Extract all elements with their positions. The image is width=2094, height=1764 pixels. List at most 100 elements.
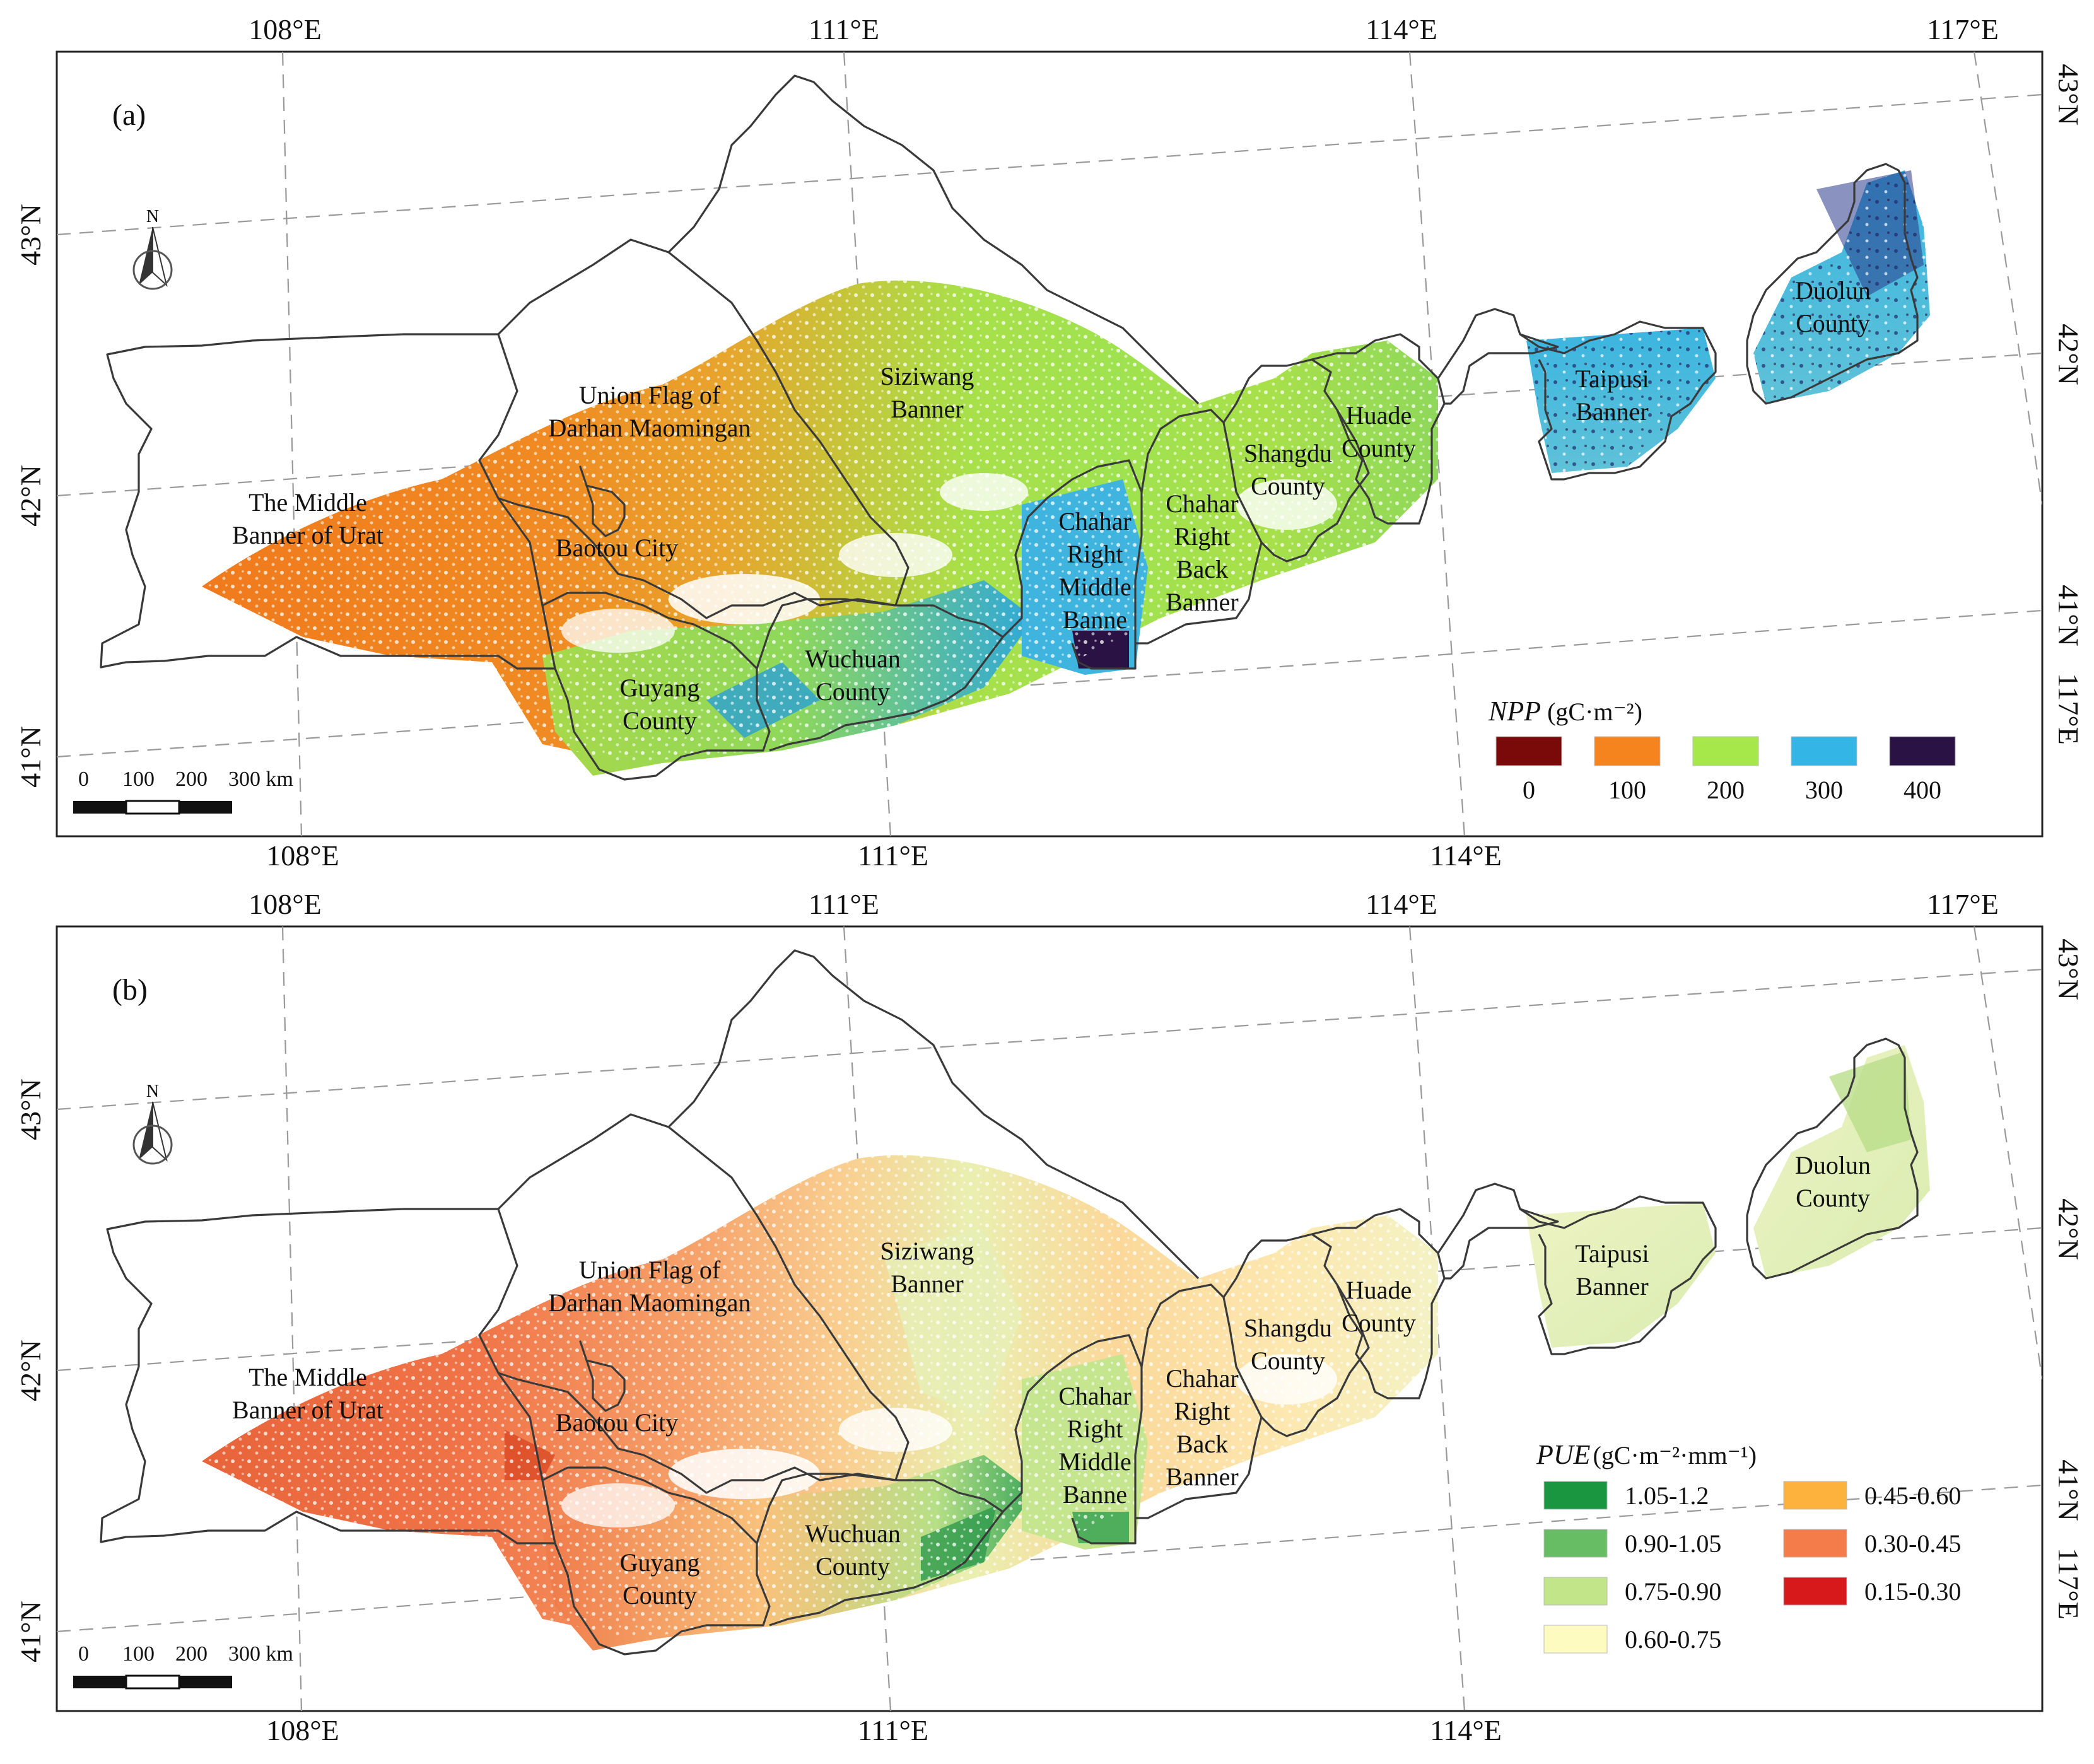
- region-label-chahar-back-1: Chahar: [1166, 1364, 1239, 1393]
- legend-label: 0.15-0.30: [1864, 1577, 1961, 1606]
- region-label-siziwang-1: Siziwang: [880, 362, 974, 390]
- region-label-taipusi-2: Banner: [1576, 1272, 1649, 1300]
- pue-legend: PUE (gC·m⁻²·mm⁻¹) 1.05-1.2 0.90-1.05 0.75-0…: [1536, 1439, 1961, 1654]
- region-label-urat-2: Banner of Urat: [232, 521, 383, 549]
- north-label: N: [146, 1082, 159, 1101]
- lon-label-top: 108°E: [249, 13, 322, 45]
- region-label-guyang-2: County: [623, 1581, 697, 1609]
- lat-label-right: 43°N: [2052, 64, 2085, 126]
- legend-label: 1.05-1.2: [1625, 1481, 1709, 1510]
- lon-label-right: 117°E: [2052, 1548, 2085, 1620]
- legend-swatch: [1783, 1577, 1847, 1606]
- lon-label-top: 114°E: [1366, 888, 1437, 920]
- region-label-siziwang-1: Siziwang: [880, 1237, 974, 1265]
- region-label-wuchuan-2: County: [816, 677, 890, 706]
- lon-label-top: 114°E: [1366, 13, 1437, 45]
- region-label-chahar-mid-1: Chahar: [1058, 1382, 1132, 1410]
- region-label-wuchuan-2: County: [816, 1552, 890, 1580]
- legend-unit: (gC·m⁻²): [1547, 698, 1642, 726]
- region-label-taipusi-2: Banner: [1576, 397, 1649, 426]
- legend-label: 0.45-0.60: [1864, 1481, 1961, 1510]
- region-label-guyang-1: Guyang: [620, 674, 700, 702]
- region-label-chahar-back-3: Back: [1176, 555, 1228, 583]
- north-arrow-icon: N: [132, 207, 173, 290]
- lat-label-right: 42°N: [2052, 1198, 2085, 1260]
- legend-label: 0: [1523, 776, 1535, 804]
- lat-label-right: 42°N: [2052, 324, 2085, 385]
- region-label-shangdu-1: Shangdu: [1244, 439, 1332, 467]
- legend-swatch: [1791, 736, 1857, 766]
- lon-label-top: 117°E: [1927, 888, 1999, 920]
- region-labels: The Middle Banner of Urat Union Flag of Da…: [232, 1151, 1871, 1609]
- region-label-huade-1: Huade: [1346, 1276, 1412, 1304]
- region-label-chahar-mid-3: Middle: [1058, 573, 1132, 601]
- region-label-duolun-1: Duolun: [1795, 1151, 1871, 1179]
- lat-label-right: 41°N: [2052, 1459, 2085, 1521]
- lat-label-right: 43°N: [2052, 938, 2085, 1000]
- legend-swatch: [1543, 1529, 1608, 1558]
- region-label-chahar-mid-3: Middle: [1058, 1447, 1132, 1476]
- legend-label: 0.60-0.75: [1625, 1625, 1721, 1654]
- scale-label-0: 0: [78, 768, 89, 791]
- north-arrow-icon: N: [132, 1082, 173, 1165]
- pue-raster: [202, 1045, 1930, 1650]
- legend-swatch: [1543, 1625, 1608, 1654]
- panel-label: (b): [112, 973, 148, 1007]
- scale-label-0: 0: [78, 1642, 89, 1666]
- region-label-wuchuan-1: Wuchuan: [805, 645, 901, 673]
- lon-label-bottom: 114°E: [1430, 1714, 1502, 1746]
- region-label-guyang-2: County: [623, 706, 697, 735]
- scale-label-300: 300 km: [228, 768, 293, 791]
- npp-raster: [202, 170, 1930, 776]
- scale-bar: 0 100 200 300 km: [73, 1642, 293, 1690]
- npp-legend: NPP (gC·m⁻²) 0 100 200 300 400: [1488, 696, 1956, 804]
- region-label-shangdu-2: County: [1251, 472, 1325, 500]
- region-label-chahar-back-3: Back: [1176, 1430, 1228, 1458]
- region-label-siziwang-2: Banner: [891, 395, 964, 423]
- region-label-darhan-1: Union Flag of: [579, 1256, 721, 1284]
- region-label-huade-2: County: [1342, 434, 1416, 462]
- svg-text:NPP(gC·m⁻²): NPP (gC·m⁻²): [1488, 696, 1642, 727]
- lat-label-left: 41°N: [15, 1601, 47, 1662]
- region-label-chahar-mid-1: Chahar: [1058, 507, 1132, 535]
- legend-swatch: [1594, 736, 1661, 766]
- svg-text:PUE(gC·m⁻²·mm⁻¹): PUE (gC·m⁻²·mm⁻¹): [1536, 1439, 1757, 1470]
- administrative-boundaries: [100, 949, 1919, 1656]
- region-label-chahar-back-4: Banner: [1166, 1463, 1239, 1491]
- legend-swatch: [1543, 1577, 1608, 1606]
- scale-label-200: 200: [175, 1642, 208, 1666]
- region-label-darhan-1: Union Flag of: [579, 381, 721, 409]
- region-label-urat-1: The Middle: [249, 1363, 367, 1391]
- legend-swatch: [1692, 736, 1759, 766]
- legend-swatch: [1889, 736, 1956, 766]
- region-label-duolun-2: County: [1796, 1184, 1870, 1212]
- legend-label: 400: [1904, 776, 1941, 804]
- region-label-chahar-back-4: Banner: [1166, 588, 1239, 616]
- lon-label-top: 117°E: [1927, 13, 1999, 45]
- panel-a-npp-map: The Middle Banner of Urat Union Flag of Da…: [15, 13, 2085, 872]
- region-label-chahar-mid-4: Banne: [1063, 1480, 1127, 1509]
- region-label-shangdu-2: County: [1251, 1346, 1325, 1375]
- legend-unit: (gC·m⁻²·mm⁻¹): [1593, 1441, 1757, 1469]
- legend-swatch: [1495, 736, 1562, 766]
- lon-label-top: 111°E: [809, 13, 879, 45]
- region-label-chahar-back-2: Right: [1174, 522, 1231, 551]
- region-label-guyang-1: Guyang: [620, 1548, 700, 1577]
- scale-label-100: 100: [122, 768, 155, 791]
- lon-label-bottom: 114°E: [1430, 839, 1502, 872]
- lon-label-bottom: 111°E: [858, 1714, 928, 1746]
- legend-label: 300: [1805, 776, 1843, 804]
- scale-label-100: 100: [122, 1642, 155, 1666]
- region-label-darhan-2: Darhan Maomingan: [548, 1288, 751, 1317]
